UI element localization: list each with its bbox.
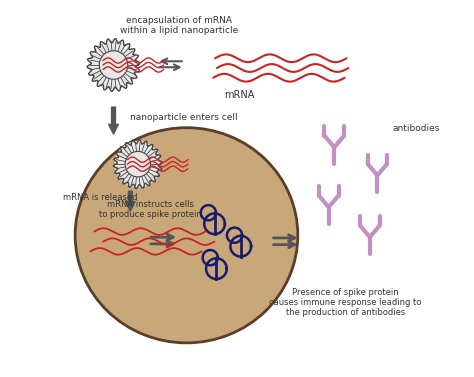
Text: mRNA instructs cells
to produce spike protein: mRNA instructs cells to produce spike pr… [99, 200, 201, 219]
Text: encapsulation of mRNA
within a lipid nanoparticle: encapsulation of mRNA within a lipid nan… [120, 16, 238, 35]
Text: nanoparticle enters cell: nanoparticle enters cell [130, 113, 238, 122]
Text: mRNA is released: mRNA is released [63, 193, 137, 202]
Text: antibodies: antibodies [392, 124, 440, 133]
Ellipse shape [75, 128, 298, 343]
Circle shape [115, 142, 160, 187]
Circle shape [89, 41, 138, 89]
Text: mRNA: mRNA [224, 90, 254, 100]
Text: Presence of spike protein
causes immune response leading to
the production of an: Presence of spike protein causes immune … [269, 288, 422, 317]
